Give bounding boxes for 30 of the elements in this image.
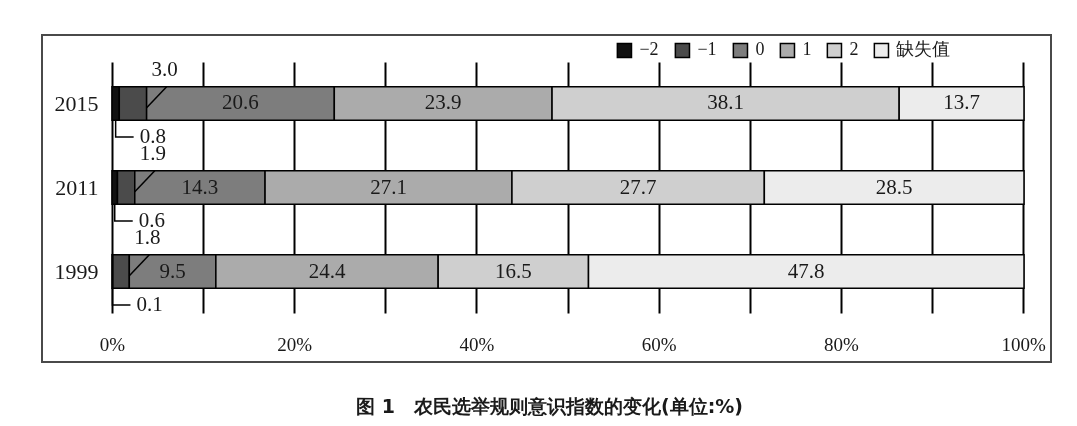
x-tick-label: 20% bbox=[277, 333, 313, 355]
data-label: 0.1 bbox=[136, 292, 163, 317]
legend-label: −1 bbox=[697, 39, 717, 60]
data-label: 14.3 bbox=[181, 174, 219, 199]
legend-label: 1 bbox=[802, 39, 812, 60]
x-tick-label: 0% bbox=[99, 333, 126, 355]
data-label: 47.8 bbox=[787, 258, 825, 283]
data-label: 20.6 bbox=[222, 90, 259, 115]
y-tick-label: 2011 bbox=[55, 175, 99, 200]
data-label: 28.5 bbox=[875, 174, 913, 199]
data-label: 38.1 bbox=[707, 90, 744, 115]
y-tick-label: 2015 bbox=[54, 91, 99, 116]
data-label: 13.7 bbox=[943, 90, 980, 115]
data-label: 27.7 bbox=[619, 174, 657, 199]
x-tick-label: 80% bbox=[823, 333, 859, 355]
legend-label: 0 bbox=[755, 39, 765, 60]
y-tick-label: 1999 bbox=[54, 259, 99, 284]
data-label: 16.5 bbox=[494, 258, 532, 283]
data-label: 3.0 bbox=[151, 56, 178, 81]
data-label: 9.5 bbox=[159, 258, 186, 283]
legend-label: −2 bbox=[639, 39, 659, 60]
legend-label: 缺失值 bbox=[896, 39, 951, 60]
legend-label: 2 bbox=[849, 39, 859, 60]
data-label: 27.1 bbox=[370, 174, 407, 199]
x-tick-label: 40% bbox=[459, 333, 495, 355]
data-label: 23.9 bbox=[424, 90, 462, 115]
x-tick-label: 100% bbox=[1001, 333, 1046, 355]
text: 图 1 农民选举规则意识指数的变化(单位:%) bbox=[356, 395, 744, 417]
data-label: 24.4 bbox=[308, 258, 346, 283]
x-tick-label: 60% bbox=[641, 333, 677, 355]
